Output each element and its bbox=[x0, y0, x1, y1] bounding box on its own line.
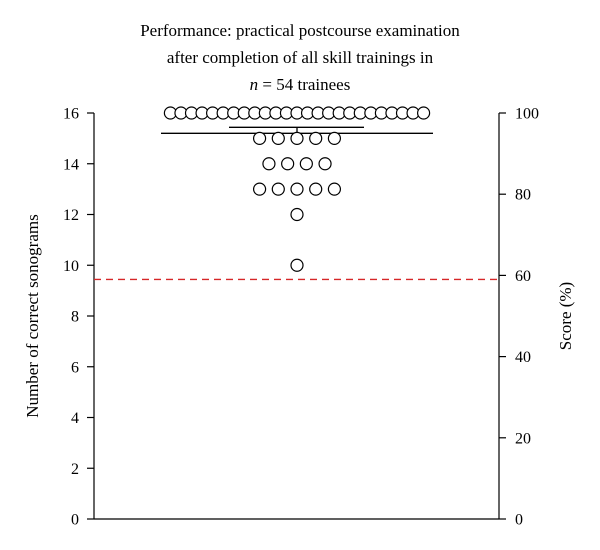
data-point bbox=[271, 131, 285, 145]
data-point bbox=[290, 258, 304, 272]
data-point bbox=[262, 157, 276, 171]
left-tick-label: 10 bbox=[63, 258, 79, 275]
data-point bbox=[290, 182, 304, 196]
right-tick-label: 80 bbox=[515, 187, 531, 204]
data-point bbox=[327, 131, 342, 145]
data-point bbox=[417, 106, 431, 120]
data-point bbox=[290, 131, 304, 145]
right-axis-title: Score (%) bbox=[556, 282, 575, 350]
title-line-3: n = 54 trainees bbox=[250, 75, 351, 94]
data-point bbox=[281, 157, 295, 171]
right-tick-label: 20 bbox=[515, 430, 531, 447]
right-tick-label: 40 bbox=[515, 349, 531, 366]
chart-title: Performance: practical postcourse examin… bbox=[140, 21, 460, 94]
left-tick-label: 12 bbox=[63, 207, 79, 224]
title-n-symbol: n bbox=[250, 75, 259, 94]
data-point bbox=[271, 182, 285, 196]
right-tick-label: 100 bbox=[515, 106, 539, 123]
data-point bbox=[290, 207, 304, 222]
left-tick-label: 16 bbox=[63, 106, 79, 123]
title-n-text: = 54 trainees bbox=[258, 75, 350, 94]
data-point bbox=[309, 131, 323, 145]
left-tick-label: 6 bbox=[71, 359, 79, 376]
left-axis-title: Number of correct sonograms bbox=[23, 214, 42, 417]
data-point bbox=[252, 131, 267, 145]
data-point bbox=[299, 157, 313, 171]
title-line-2: after completion of all skill trainings … bbox=[167, 48, 434, 67]
right-y-axis: 0 20 40 60 80 100 bbox=[498, 106, 539, 529]
data-point bbox=[318, 157, 332, 171]
data-points bbox=[163, 106, 431, 272]
data-point bbox=[252, 182, 267, 196]
left-tick-label: 4 bbox=[71, 410, 79, 427]
left-tick-label: 14 bbox=[63, 156, 79, 173]
title-line-1: Performance: practical postcourse examin… bbox=[140, 21, 460, 40]
right-tick-label: 60 bbox=[515, 268, 531, 285]
left-tick-label: 8 bbox=[71, 309, 79, 326]
left-tick-label: 0 bbox=[71, 512, 79, 529]
data-point bbox=[309, 182, 323, 196]
right-tick-label: 0 bbox=[515, 512, 523, 529]
left-y-axis: 0 2 4 6 8 10 12 14 16 bbox=[63, 106, 95, 529]
left-tick-label: 2 bbox=[71, 461, 79, 478]
data-point bbox=[327, 182, 342, 196]
